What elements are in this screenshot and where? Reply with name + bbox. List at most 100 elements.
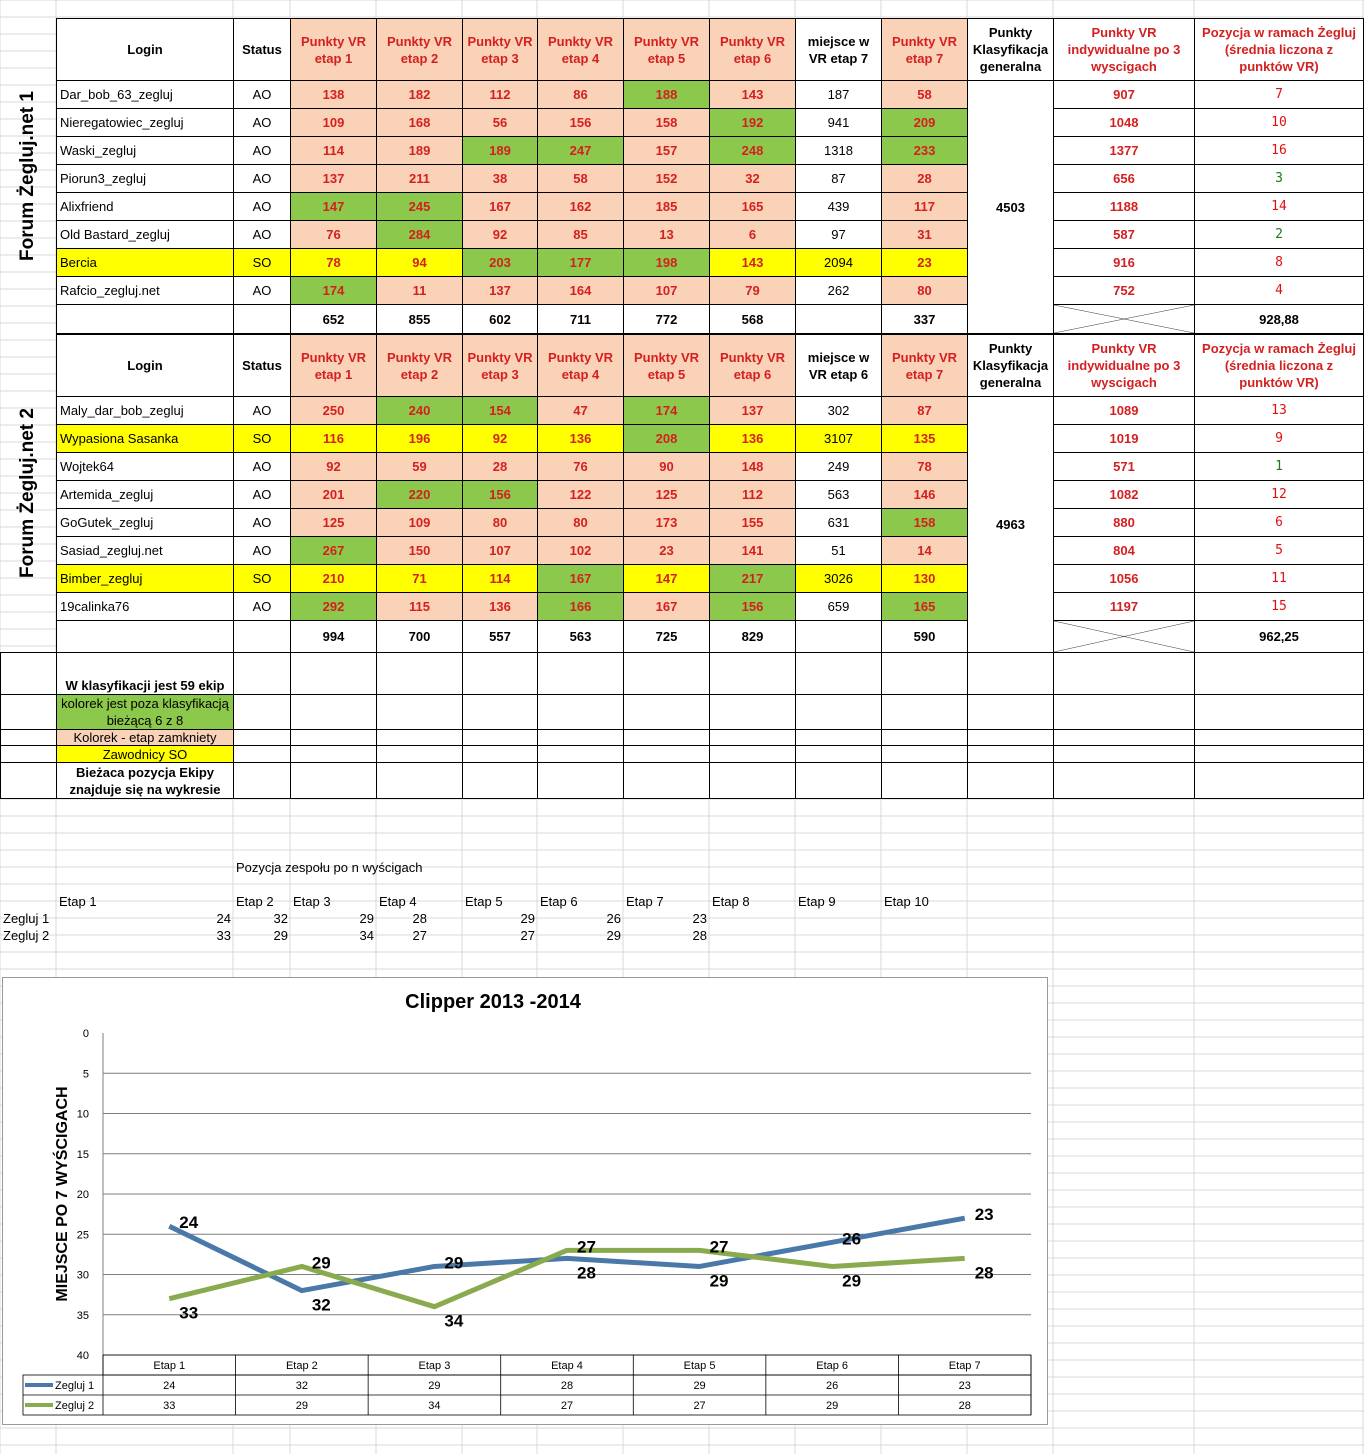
team-2-name: Forum Żegluj.net 2 (17, 408, 38, 578)
place-header: miejsce w VR etap 7 (795, 18, 882, 81)
status-cell: AO (233, 192, 291, 221)
individual-points: 752 (1053, 276, 1195, 305)
individual-points: 1089 (1053, 396, 1195, 425)
stage-2-total: 855 (376, 304, 463, 334)
place-cell: 3107 (795, 424, 882, 453)
stage-7-points: 23 (881, 248, 968, 277)
table-row: Wypasiona Sasanka SO 116 196 92 136 208 136 3107… (56, 424, 1364, 453)
status-cell: AO (233, 164, 291, 193)
status-header: Status (233, 18, 291, 81)
stage-2-points: 59 (376, 452, 463, 481)
team-position: 10 (1194, 108, 1364, 137)
data-label: 23 (975, 1205, 994, 1224)
stage-7-total: 590 (881, 620, 968, 653)
totals-row: 652 855 602 711 772 568 337 928,88 (56, 304, 1364, 334)
team-position: 13 (1194, 396, 1364, 425)
stage-1-points: 210 (290, 564, 377, 593)
stage-6-total: 568 (709, 304, 796, 334)
data-label: 29 (312, 1253, 331, 1272)
stage-7-total: 337 (881, 304, 968, 334)
stage-3-points: 137 (462, 276, 538, 305)
stage-1-points: 174 (290, 276, 377, 305)
general-points: 4503 (967, 80, 1054, 334)
stage-1-points: 125 (290, 508, 377, 537)
place-cell: 941 (795, 108, 882, 137)
stage-3-points: 189 (462, 136, 538, 165)
data-table-value: 27 (693, 1400, 705, 1412)
data-label: 28 (577, 1263, 596, 1282)
individual-points: 1377 (1053, 136, 1195, 165)
y-tick-label: 40 (77, 1350, 89, 1362)
positions-stage-label: Etap 7 (626, 894, 664, 909)
team-1-side-label: Forum Żegluj.net 1 (0, 18, 57, 334)
stage-4-points: 85 (537, 220, 624, 249)
positions-title: Pozycja zespołu po n wyścigach (236, 860, 423, 875)
stage-2-total: 700 (376, 620, 463, 653)
stage-2-points: 220 (376, 480, 463, 509)
positions-value: 34 (359, 928, 374, 943)
team-position: 2 (1194, 220, 1364, 249)
stage-5-total: 725 (623, 620, 710, 653)
stage-3-total: 602 (462, 304, 538, 334)
data-table-value: 34 (428, 1400, 440, 1412)
x-category-label: Etap 3 (419, 1360, 451, 1372)
data-table-value: 33 (163, 1400, 175, 1412)
stage-5-points: 173 (623, 508, 710, 537)
stage-3-points: 156 (462, 480, 538, 509)
login-cell: Dar_bob_63_zegluj (56, 80, 234, 109)
y-axis-title: MIEJSCE PO 7 WYŚCIGACH (52, 1086, 71, 1301)
stage-6-total: 829 (709, 620, 796, 653)
positions-stage-label: Etap 9 (798, 894, 836, 909)
positions-value: 33 (216, 928, 231, 943)
data-label: 34 (444, 1312, 463, 1331)
login-cell: Old Bastard_zegluj (56, 220, 234, 249)
stage-5-points: 188 (623, 80, 710, 109)
positions-value: 29 (273, 928, 288, 943)
header-row: Login Status Punkty VR etap 1 Punkty VR eta… (56, 18, 1364, 81)
table-row: Rafcio_zegluj.net AO 174 11 137 164 107 79 262 80… (56, 276, 1364, 305)
stage-6-points: 6 (709, 220, 796, 249)
legend-table: W klasyfikacji jest 59 ekip kolorek jest… (0, 652, 1364, 799)
stage-7-points: 135 (881, 424, 968, 453)
stage-7-points: 158 (881, 508, 968, 537)
stage-6-points: 112 (709, 480, 796, 509)
positions-value: 23 (692, 911, 707, 926)
team-position: 6 (1194, 508, 1364, 537)
stage-4-points: 167 (537, 564, 624, 593)
login-cell: Wypasiona Sasanka (56, 424, 234, 453)
positions-stage-label: Etap 1 (59, 894, 97, 909)
status-cell: AO (233, 220, 291, 249)
legend-note: Bieżaca pozycja Ekipy znajduje się na wy… (56, 762, 234, 799)
table-row: Maly_dar_bob_zegluj AO 250 240 154 47 174 137 30… (56, 396, 1364, 653)
stage-4-header: Punkty VR etap 4 (537, 18, 624, 81)
data-label: 24 (179, 1213, 198, 1232)
stage-6-points: 32 (709, 164, 796, 193)
stage-6-header: Punkty VR etap 6 (709, 18, 796, 81)
stage-1-points: 292 (290, 592, 377, 621)
data-table-value: 29 (826, 1400, 838, 1412)
stage-6-points: 156 (709, 592, 796, 621)
stage-1-points: 114 (290, 136, 377, 165)
stage-3-points: 92 (462, 220, 538, 249)
stage-1-points: 109 (290, 108, 377, 137)
status-cell: AO (233, 136, 291, 165)
series-line-1 (168, 1215, 966, 1294)
crossed-cell (1053, 304, 1195, 334)
positions-stage-label: Etap 10 (884, 894, 929, 909)
data-table-value: 29 (428, 1380, 440, 1392)
stage-4-total: 711 (537, 304, 624, 334)
x-category-label: Etap 7 (949, 1360, 981, 1372)
table-row: 19calinka76 AO 292 115 136 166 167 156 659 165 119… (56, 592, 1364, 621)
login-header: Login (56, 18, 234, 81)
login-cell: GoGutek_zegluj (56, 508, 234, 537)
stage-6-points: 148 (709, 452, 796, 481)
y-tick-label: 30 (77, 1270, 89, 1282)
place-cell: 439 (795, 192, 882, 221)
stage-3-header: Punkty VR etap 3 (462, 334, 538, 397)
stage-7-points: 87 (881, 396, 968, 425)
data-table-value: 28 (561, 1380, 573, 1392)
login-cell: Maly_dar_bob_zegluj (56, 396, 234, 425)
team-position: 5 (1194, 536, 1364, 565)
table-row: Waski_zegluj AO 114 189 189 247 157 248 1318 233 1… (56, 136, 1364, 165)
stage-3-points: 154 (462, 396, 538, 425)
